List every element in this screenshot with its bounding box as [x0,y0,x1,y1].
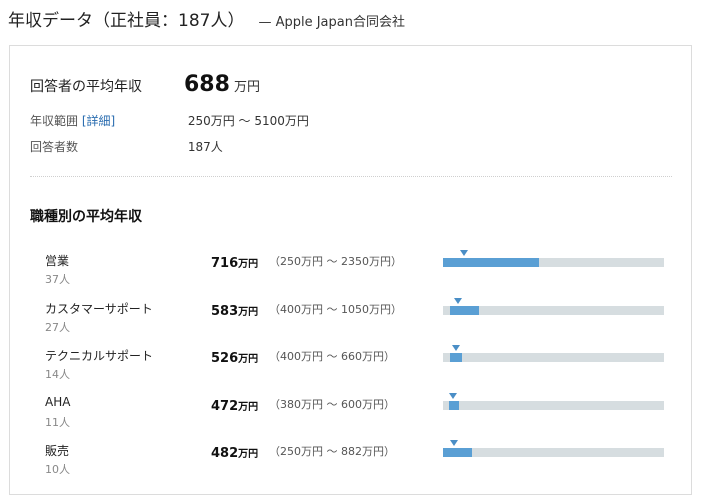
job-range: （400万円 〜 660万円） [269,348,395,364]
bar-range-fill [450,353,462,362]
page-header: 年収データ（正社員：187人） — Apple Japan合同会社 [8,6,405,34]
bar-range-fill [443,448,472,457]
job-range: （380万円 〜 600万円） [269,396,395,412]
detail-link[interactable]: [詳細] [82,114,115,128]
job-average: 482万円 [211,442,258,461]
salary-range-bar [443,248,664,270]
job-name: テクニカルサポート [45,347,153,364]
job-row: 販売 10人 482万円 （250万円 〜 882万円） [10,438,693,478]
job-range: （400万円 〜 1050万円） [269,301,402,317]
average-marker-icon [460,250,468,256]
divider [30,176,672,177]
job-name: 営業 [45,252,69,269]
salary-range-label-group: 年収範囲 [詳細] [30,112,184,129]
bar-track [443,353,664,362]
company-name: — Apple Japan合同会社 [258,11,405,30]
job-count: 14人 [45,366,70,382]
salary-range-bar [443,438,664,460]
job-average: 716万円 [211,252,258,271]
job-average: 472万円 [211,395,258,414]
job-average: 583万円 [211,300,258,319]
salary-range-bar [443,391,664,413]
average-marker-icon [449,393,457,399]
average-marker-icon [454,298,462,304]
job-average-unit: 万円 [238,402,258,413]
section-title: 職種別の平均年収 [30,206,142,226]
job-average-value: 716 [211,256,238,271]
bar-range-fill [443,258,539,267]
job-count: 11人 [45,414,70,430]
job-average-unit: 万円 [238,449,258,460]
job-average-unit: 万円 [238,354,258,365]
average-salary-unit: 万円 [234,76,260,95]
salary-range-row: 年収範囲 [詳細] 250万円 〜 5100万円 [30,112,309,129]
job-name: AHA [45,395,70,409]
job-row: AHA 11人 472万円 （380万円 〜 600万円） [10,391,693,431]
job-average-unit: 万円 [238,307,258,318]
job-average-value: 472 [211,399,238,414]
job-average-unit: 万円 [238,259,258,270]
job-count: 10人 [45,461,70,477]
average-salary-label: 回答者の平均年収 [30,76,184,96]
job-average-value: 482 [211,446,238,461]
job-count: 27人 [45,319,70,335]
job-range: （250万円 〜 882万円） [269,443,395,459]
page-title: 年収データ（正社員：187人） [8,6,244,31]
job-count: 37人 [45,271,70,287]
job-row: 営業 37人 716万円 （250万円 〜 2350万円） [10,248,693,288]
job-name: 販売 [45,442,69,459]
respondent-count-value: 187人 [188,140,223,154]
bar-track [443,401,664,410]
respondent-count-label: 回答者数 [30,138,184,155]
salary-range-value: 250万円 〜 5100万円 [188,114,309,128]
average-marker-icon [452,345,460,351]
bar-track [443,448,664,457]
average-salary-row: 回答者の平均年収 688 万円 [30,72,260,97]
respondent-count-row: 回答者数 187人 [30,138,223,155]
job-name: カスタマーサポート [45,300,153,317]
bar-range-fill [449,401,459,410]
salary-card: 回答者の平均年収 688 万円 年収範囲 [詳細] 250万円 〜 5100万円… [9,45,692,495]
salary-range-label: 年収範囲 [30,114,78,128]
salary-range-bar [443,296,664,318]
average-marker-icon [450,440,458,446]
job-range: （250万円 〜 2350万円） [269,253,402,269]
job-row: カスタマーサポート 27人 583万円 （400万円 〜 1050万円） [10,296,693,336]
job-row: テクニカルサポート 14人 526万円 （400万円 〜 660万円） [10,343,693,383]
job-average-value: 526 [211,351,238,366]
salary-range-bar [443,343,664,365]
bar-range-fill [450,306,480,315]
average-salary-value: 688 [184,72,230,97]
job-average: 526万円 [211,347,258,366]
job-average-value: 583 [211,304,238,319]
